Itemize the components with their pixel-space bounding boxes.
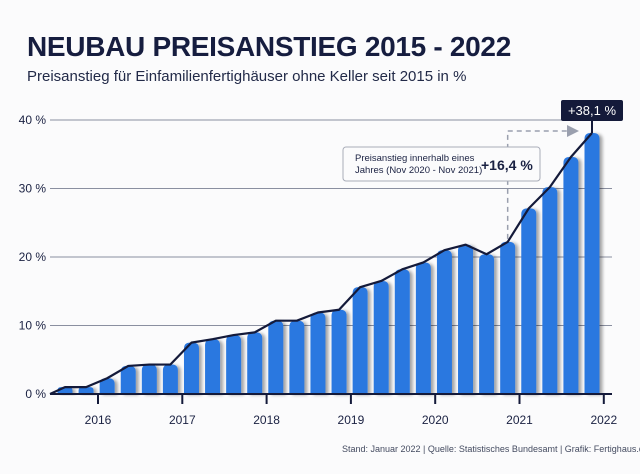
bar [458,244,474,394]
page-subtitle: Preisanstieg für Einfamilienfertighäuser… [27,68,467,85]
yearly-change-text: Jahres (Nov 2020 - Nov 2021) [355,165,482,176]
y-tick-label: 0 % [25,387,46,401]
source-footer: Stand: Januar 2022 | Quelle: Statistisch… [342,444,640,454]
final-value-badge [561,100,623,121]
bar [563,156,579,394]
yearly-change-box [342,146,541,182]
x-tick-label: 2021 [506,413,533,427]
x-tick-label: 2020 [422,413,449,427]
bar [584,133,600,394]
x-tick-label: 2019 [338,413,365,427]
bar [226,335,242,394]
bar [394,269,410,394]
bar [247,332,263,394]
bar [141,364,157,394]
y-tick-label: 20 % [19,250,47,264]
bar [289,320,305,394]
bar [268,320,284,394]
yearly-change-text: Preisanstieg innerhalb eines [355,153,475,164]
bar [310,312,326,394]
bar [162,364,178,394]
final-value-label: +38,1 % [568,103,617,118]
page-title: NEUBAU PREISANSTIEG 2015 - 2022 [27,31,511,62]
y-tick-label: 30 % [19,182,47,196]
bar [183,342,199,394]
y-tick-label: 10 % [19,319,47,333]
bar [78,387,94,394]
bar [415,262,431,394]
x-tick-label: 2018 [253,413,280,427]
yearly-change-value: +16,4 % [481,157,533,173]
bar [521,208,537,394]
x-tick-label: 2017 [169,413,196,427]
x-tick-label: 2016 [85,413,112,427]
x-tick-label: 2022 [590,413,617,427]
bar [331,309,347,394]
bar [120,365,136,394]
bar [436,250,452,394]
bar [479,254,495,394]
bar [500,241,516,394]
bar [99,378,115,394]
y-tick-label: 40 % [19,113,47,127]
bar [205,339,221,394]
bar [542,187,558,394]
trend-line [49,132,593,396]
yearly-change-arrow [506,125,579,239]
bar [373,280,389,394]
bar [352,287,368,394]
